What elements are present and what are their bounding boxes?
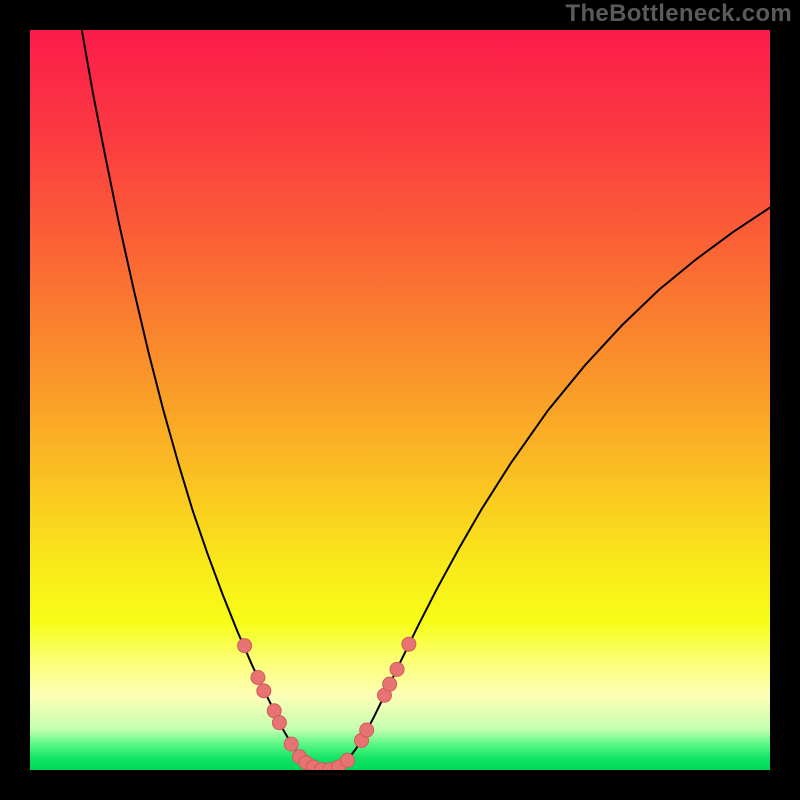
data-marker [340, 753, 354, 767]
chart-svg [30, 30, 770, 770]
data-marker [257, 684, 271, 698]
plot-area [30, 30, 770, 770]
data-marker [390, 662, 404, 676]
chart-background [30, 30, 770, 770]
data-marker [238, 639, 252, 653]
data-marker [383, 677, 397, 691]
watermark-text: TheBottleneck.com [566, 0, 792, 28]
data-marker [272, 716, 286, 730]
data-marker [284, 737, 298, 751]
data-marker [360, 723, 374, 737]
data-marker [251, 671, 265, 685]
outer-frame: TheBottleneck.com [0, 0, 800, 800]
data-marker [402, 637, 416, 651]
